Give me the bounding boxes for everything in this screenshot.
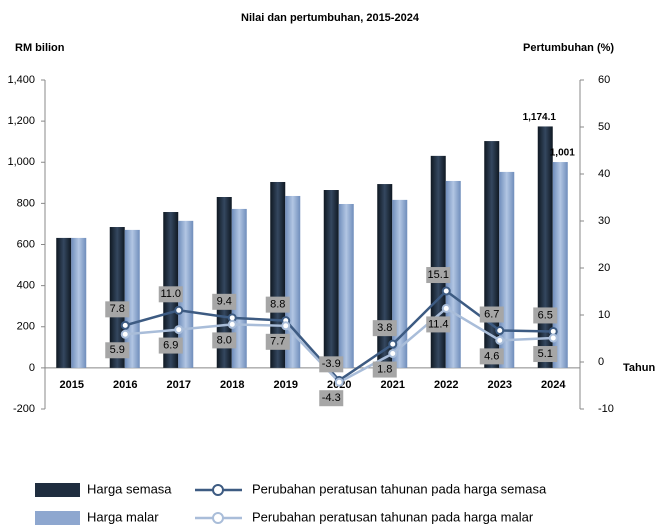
y2-axis-title: Pertumbuhan (%) — [523, 42, 614, 54]
y-tick-label: 0 — [29, 362, 35, 374]
bar-value-label: 1,174.1 — [523, 112, 557, 123]
legend-label: Harga malar — [87, 509, 159, 524]
y2-tick-label: 60 — [598, 74, 610, 86]
y-tick-label: -200 — [13, 403, 35, 415]
y2-tick-label: 30 — [598, 215, 610, 227]
y2-tick-label: 0 — [598, 356, 604, 368]
data-label: 11.4 — [428, 318, 449, 330]
y2-tick-label: 10 — [598, 309, 610, 321]
x-tick-label: 2021 — [381, 379, 405, 391]
bar-value-label: 1,001 — [550, 148, 575, 159]
data-label-box — [372, 361, 397, 378]
y-tick-label: 600 — [17, 238, 35, 250]
line-point — [441, 303, 451, 313]
line-point — [388, 339, 398, 349]
line-point — [548, 333, 558, 343]
chart-title: Nilai dan pertumbuhan, 2015-2024 — [241, 12, 420, 24]
line-point — [495, 326, 505, 336]
data-label: 7.7 — [270, 336, 285, 348]
data-label: 6.9 — [163, 339, 178, 351]
data-label-box — [105, 301, 130, 318]
bar — [323, 190, 339, 368]
x-tick-label: 2019 — [274, 379, 298, 391]
data-label: 7.8 — [110, 303, 125, 315]
y-tick-label: 1,200 — [7, 115, 35, 127]
data-label-box — [212, 332, 237, 349]
y2-tick-label: 40 — [598, 168, 610, 180]
y-tick-label: 1,000 — [7, 156, 35, 168]
x-tick-label: 2016 — [113, 379, 137, 391]
data-label-box — [479, 306, 504, 323]
data-label-box — [319, 390, 344, 407]
line-point — [495, 335, 505, 345]
data-label-box — [479, 348, 504, 365]
x-axis-title: Tahun — [623, 362, 655, 374]
y-tick-label: 200 — [17, 321, 35, 333]
y-tick-label: 1,400 — [7, 74, 35, 86]
y2-tick-label: -10 — [598, 403, 614, 415]
data-label-box — [533, 307, 558, 324]
y2-tick-label: 20 — [598, 262, 610, 274]
line-point — [120, 320, 130, 330]
bar — [430, 155, 446, 368]
x-tick-label: 2018 — [220, 379, 244, 391]
bar — [338, 203, 354, 368]
data-label: -4.3 — [322, 392, 341, 404]
legend-swatch — [35, 511, 80, 525]
data-label: 1.8 — [377, 363, 392, 375]
data-label: 4.6 — [484, 350, 499, 362]
line-point — [174, 325, 184, 335]
line-point — [120, 329, 130, 339]
data-label-box — [212, 293, 237, 310]
data-label: 6.7 — [484, 308, 499, 320]
data-label-box — [372, 320, 397, 337]
bar — [56, 237, 72, 368]
data-label: 9.4 — [217, 296, 232, 308]
data-label: 8.0 — [217, 334, 232, 346]
bar — [109, 227, 125, 368]
data-label-box — [265, 333, 290, 350]
data-label: 5.1 — [538, 348, 553, 360]
x-tick-label: 2024 — [541, 379, 566, 391]
data-label-box — [105, 342, 130, 359]
data-label-box — [533, 346, 558, 363]
line-point — [334, 377, 344, 387]
y-axis-title: RM bilion — [15, 42, 65, 54]
y-tick-label: 400 — [17, 280, 35, 292]
bar — [71, 237, 87, 368]
data-label-box — [158, 286, 183, 303]
legend-swatch — [35, 483, 80, 497]
data-label-box — [158, 337, 183, 354]
data-label: 11.0 — [160, 288, 181, 300]
data-label: 5.9 — [110, 344, 125, 356]
y2-tick-label: 50 — [598, 121, 610, 133]
data-label-box — [319, 356, 344, 373]
legend-label: Harga semasa — [87, 481, 172, 496]
x-tick-label: 2017 — [167, 379, 191, 391]
x-tick-label: 2022 — [434, 379, 458, 391]
data-label: 6.5 — [538, 309, 553, 321]
data-label: 15.1 — [428, 269, 449, 281]
data-label: 8.8 — [270, 299, 285, 311]
line-point — [174, 305, 184, 315]
legend-label: Perubahan peratusan tahunan pada harga m… — [252, 509, 534, 524]
line-point — [227, 319, 237, 329]
bar — [377, 184, 393, 368]
data-label-box — [426, 316, 451, 333]
bar — [231, 208, 247, 368]
y-tick-label: 800 — [17, 197, 35, 209]
x-tick-label: 2015 — [60, 379, 84, 391]
data-label: 3.8 — [377, 322, 392, 334]
x-tick-label: 2023 — [488, 379, 512, 391]
legend-marker — [212, 484, 224, 496]
legend-marker — [212, 512, 224, 524]
data-label-box — [265, 296, 290, 313]
data-label-box — [426, 267, 451, 284]
line-point — [441, 286, 451, 296]
line-point — [388, 349, 398, 359]
legend-label: Perubahan peratusan tahunan pada harga s… — [252, 481, 547, 496]
line-point — [281, 321, 291, 331]
data-label: -3.9 — [322, 358, 341, 370]
